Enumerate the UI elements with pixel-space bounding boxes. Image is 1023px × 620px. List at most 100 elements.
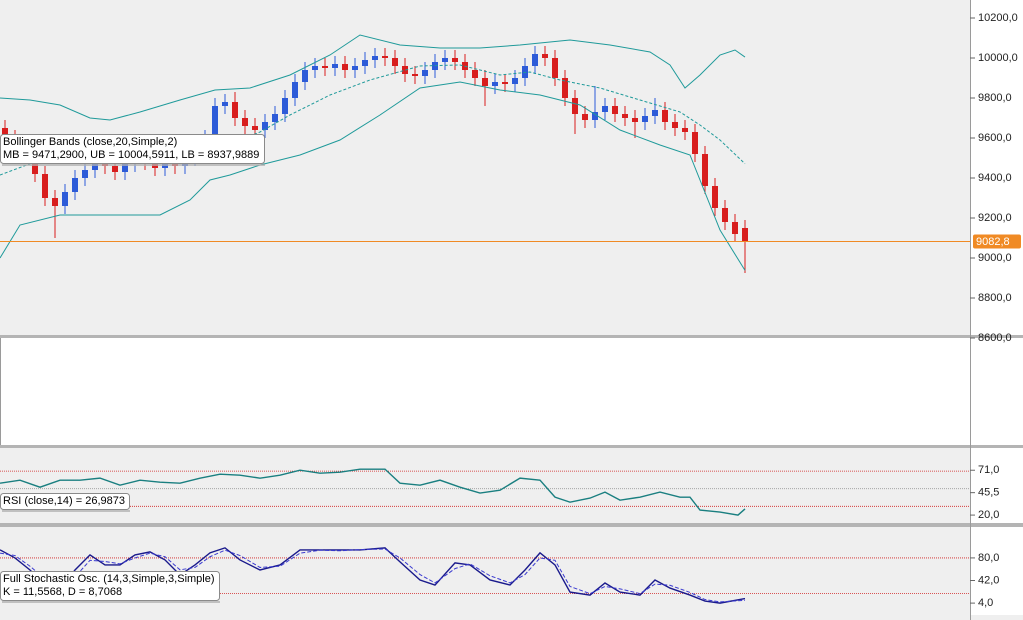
candle-body <box>372 56 378 60</box>
candle-body <box>672 122 678 128</box>
axis-area <box>970 0 1023 620</box>
candle-body <box>532 54 538 66</box>
candle-body <box>212 106 218 138</box>
candle-body <box>42 174 48 198</box>
legend: Bollinger Bands (close,20,Simple,2)MB = … <box>0 134 265 166</box>
candle-body <box>592 112 598 120</box>
candle-body <box>482 78 488 86</box>
y-tick-label: 4,0 <box>978 597 993 609</box>
candle-body <box>452 58 458 62</box>
candle-body <box>742 228 748 242</box>
candle-body <box>312 66 318 70</box>
candle-body <box>502 82 508 84</box>
candle-body <box>72 178 78 192</box>
legend-text: Bollinger Bands (close,20,Simple,2) <box>3 136 177 148</box>
legend-text: MB = 9471,2900, UB = 10004,5911, LB = 89… <box>3 149 259 161</box>
indicator-line <box>0 547 746 604</box>
candle-body <box>552 58 558 78</box>
candle-body <box>422 70 428 76</box>
candle-body <box>562 78 568 98</box>
candle-body <box>442 58 448 62</box>
candle-body <box>302 70 308 82</box>
candle-body <box>632 118 638 122</box>
y-tick-label: 71,0 <box>978 464 999 476</box>
indicator-line <box>0 468 746 516</box>
candle-body <box>322 66 328 68</box>
y-tick-label: 9400,0 <box>978 172 1012 184</box>
y-tick-label: 9600,0 <box>978 132 1012 144</box>
bollinger-band <box>0 81 746 271</box>
legend-box <box>0 571 220 601</box>
legend: Full Stochastic Osc. (14,3,Simple,3,Simp… <box>0 571 220 603</box>
candle-body <box>492 82 498 86</box>
volume-panel <box>0 338 970 445</box>
candle-body <box>342 64 348 70</box>
y-tick-label: 80,0 <box>978 552 999 564</box>
candle-body <box>62 192 68 206</box>
candle-body <box>662 110 668 122</box>
candle-body <box>732 222 738 234</box>
candle-body <box>702 154 708 186</box>
y-tick-label: 9200,0 <box>978 212 1012 224</box>
candle-body <box>92 162 98 170</box>
candle-body <box>352 66 358 70</box>
y-tick-label: 10200,0 <box>978 12 1018 24</box>
candle-body <box>682 128 688 132</box>
separator <box>0 335 1023 338</box>
candle-body <box>2 128 8 138</box>
candle-body <box>652 110 658 116</box>
candle-body <box>622 114 628 118</box>
candle-body <box>572 98 578 114</box>
candle-body <box>232 102 238 118</box>
bollinger-band <box>0 34 746 121</box>
candle-body <box>642 116 648 122</box>
candle-body <box>542 54 548 58</box>
y-tick-label: 9000,0 <box>978 252 1012 264</box>
candle-body <box>252 126 258 130</box>
candle-body <box>602 106 608 112</box>
indicator-line <box>0 548 746 603</box>
candle-body <box>332 64 338 68</box>
candle-body <box>82 170 88 178</box>
y-tick-label: 42,0 <box>978 574 999 586</box>
candle-body <box>222 102 228 106</box>
candle-body <box>412 74 418 76</box>
candle-body <box>392 58 398 66</box>
y-tick-label: 9800,0 <box>978 92 1012 104</box>
price-panel <box>0 0 970 335</box>
candle-body <box>52 198 58 206</box>
candle-body <box>242 118 248 126</box>
rsi-panel <box>0 448 970 523</box>
candle-body <box>282 98 288 114</box>
candle-body <box>382 56 388 58</box>
y-tick-label: 45,5 <box>978 487 999 499</box>
legend-text: RSI (close,14) = 26,9873 <box>3 495 125 507</box>
bollinger-band <box>0 64 746 176</box>
candle-body <box>612 106 618 114</box>
legend: RSI (close,14) = 26,9873 <box>0 493 130 512</box>
candle-body <box>512 78 518 84</box>
candle-body <box>582 114 588 120</box>
y-tick-label: 8800,0 <box>978 292 1012 304</box>
last-price-box <box>973 234 1021 249</box>
legend-text: K = 11,5568, D = 8,7068 <box>3 586 122 598</box>
y-tick-label: 10000,0 <box>978 52 1018 64</box>
legend-text: Full Stochastic Osc. (14,3,Simple,3,Simp… <box>3 573 215 585</box>
separator <box>0 445 1023 448</box>
separator <box>0 523 1023 527</box>
candle-body <box>292 82 298 98</box>
candle-body <box>272 114 278 122</box>
candle-body <box>262 122 268 130</box>
candle-body <box>402 66 408 74</box>
legend-box <box>0 134 265 164</box>
last-price-label: 9082,8 <box>976 236 1010 248</box>
candle-body <box>362 60 368 66</box>
time-axis <box>0 615 1023 620</box>
candle-body <box>722 208 728 222</box>
candle-body <box>692 132 698 154</box>
candle-body <box>712 186 718 208</box>
candle-body <box>112 166 118 172</box>
